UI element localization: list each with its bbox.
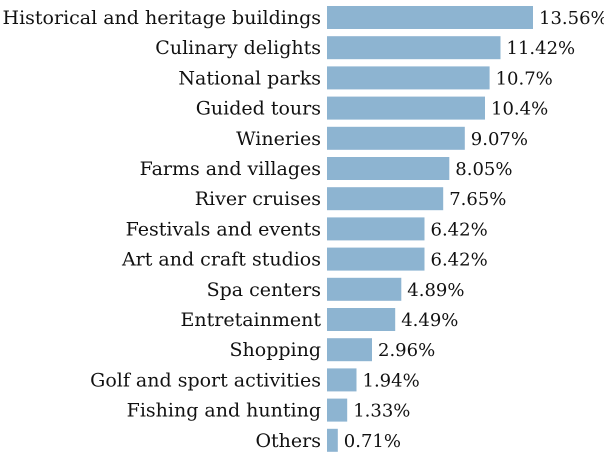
value-label: 9.07% [471, 129, 528, 150]
value-label: 7.65% [449, 189, 506, 210]
category-label: Golf and sport activities [90, 369, 321, 391]
value-labels-group: 13.56% 11.42% 10.7% 10.4% 9.07% 8.05% 7.65% 6.4… [344, 8, 604, 452]
value-label: 1.33% [353, 401, 410, 422]
value-label: 2.96% [378, 340, 435, 361]
value-label: 4.89% [407, 280, 464, 301]
value-label: 11.42% [507, 38, 576, 59]
category-label: Culinary delights [155, 37, 321, 59]
bar [327, 338, 372, 362]
category-label: River cruises [195, 188, 321, 210]
bar [327, 398, 348, 422]
bar [327, 308, 396, 331]
category-label: National parks [178, 67, 321, 89]
bar [327, 217, 425, 241]
value-label: 4.49% [401, 310, 458, 331]
bar [327, 368, 357, 392]
bar [327, 187, 444, 211]
bars-group [327, 6, 533, 452]
value-label: 1.94% [363, 370, 420, 391]
bar [327, 36, 501, 60]
category-label: Art and craft studios [121, 249, 321, 271]
value-label: 13.56% [539, 8, 604, 29]
value-label: 10.4% [491, 99, 548, 120]
bar [327, 277, 402, 301]
value-label: 6.42% [431, 219, 488, 240]
category-label: Guided tours [196, 98, 321, 120]
bar [327, 247, 425, 271]
category-label: Shopping [230, 339, 322, 361]
bar [327, 66, 490, 90]
value-label: 10.7% [496, 68, 553, 89]
category-label: Wineries [236, 128, 321, 150]
category-label: Fishing and hunting [127, 400, 321, 422]
value-label: 6.42% [431, 250, 488, 271]
category-label: Others [255, 430, 321, 452]
category-label: Spa centers [207, 279, 321, 301]
bar [327, 157, 450, 180]
category-labels-group: Historical and heritage buildings Culinar… [3, 7, 322, 452]
category-label: Festivals and events [126, 218, 321, 240]
value-label: 0.71% [344, 431, 401, 452]
category-label: Entretainment [181, 309, 322, 331]
category-label: Historical and heritage buildings [3, 7, 321, 29]
category-label: Farms and villages [140, 158, 321, 180]
bar [327, 96, 485, 120]
bar [327, 126, 465, 150]
value-label: 8.05% [455, 159, 512, 180]
bar [327, 428, 338, 452]
bar [327, 6, 533, 29]
